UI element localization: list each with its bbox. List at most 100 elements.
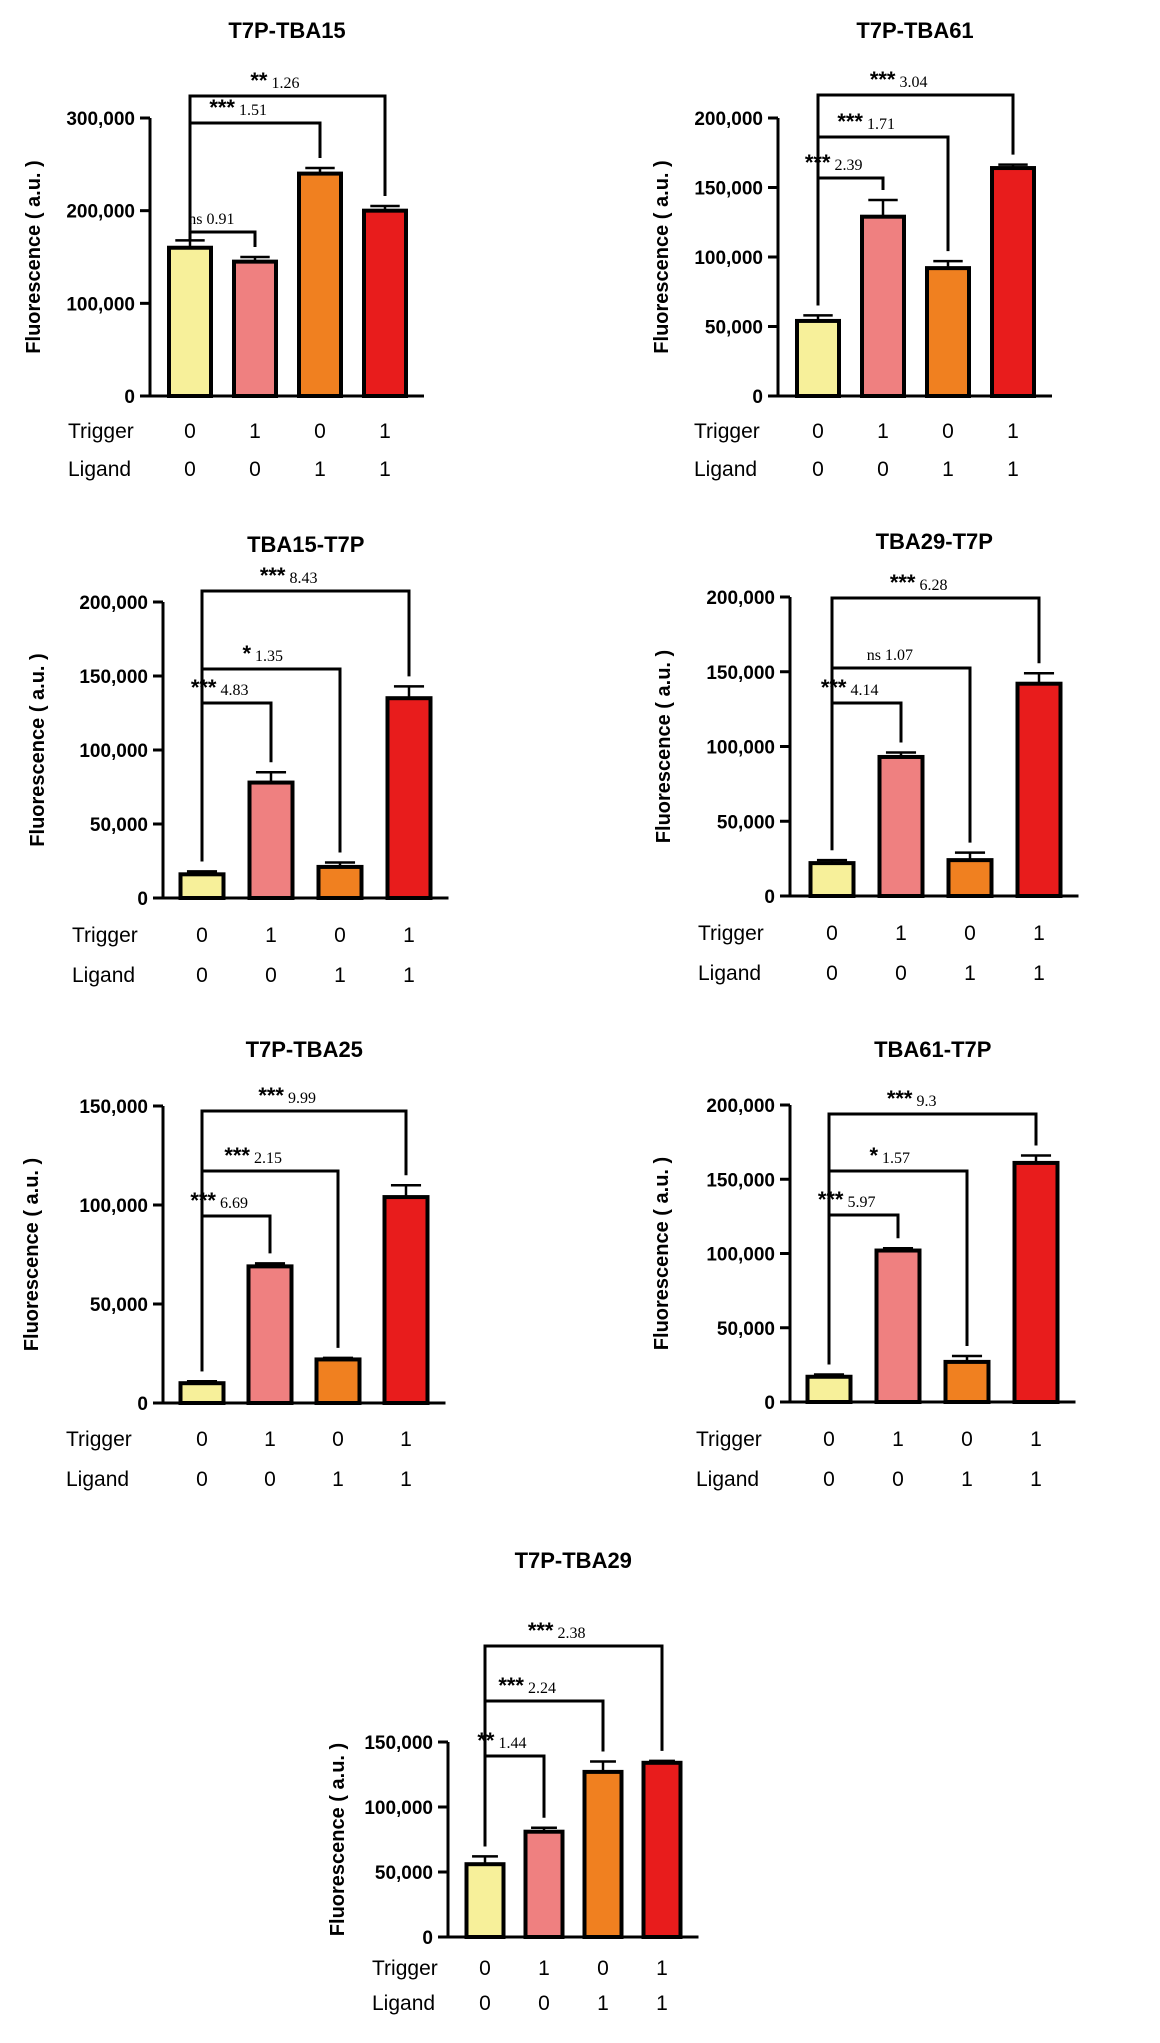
- trigger-value: 0: [184, 420, 196, 443]
- error-bar: [590, 1760, 616, 1772]
- bar: [860, 214, 906, 398]
- bar: [805, 1374, 853, 1405]
- ligand-value: 0: [479, 1992, 491, 2015]
- significance-bracket: ** 1.26: [188, 68, 387, 231]
- ligand-value: 0: [249, 458, 261, 481]
- error-bar: [322, 1356, 354, 1360]
- trigger-value: 0: [961, 1428, 973, 1451]
- ligand-value: 1: [597, 1992, 609, 2015]
- significance-stars: ***: [528, 1618, 554, 1643]
- trigger-value: 1: [400, 1428, 412, 1451]
- ligand-value: 0: [265, 964, 277, 987]
- bracket-line: [483, 1644, 664, 1847]
- y-tick-label: 0: [422, 1928, 433, 1949]
- trigger-value: 0: [479, 1957, 491, 1980]
- y-tick-label: 100,000: [694, 248, 763, 269]
- significance-stars: *: [869, 1143, 878, 1168]
- significance-stars: ***: [890, 570, 916, 595]
- y-axis-label: Fluorescence ( a.u. ): [651, 160, 673, 353]
- fold-change-label: 6.28: [920, 577, 948, 594]
- trigger-value: 1: [403, 924, 415, 947]
- bar: [178, 1381, 226, 1405]
- y-tick-label: 100,000: [79, 741, 148, 762]
- y-tick-label: 200,000: [694, 109, 763, 130]
- row-label-trigger: Trigger: [694, 420, 760, 443]
- y-tick-label: 0: [137, 889, 148, 910]
- ligand-value: 0: [184, 458, 196, 481]
- fold-change-label: 1.51: [239, 102, 267, 119]
- error-bar: [240, 255, 270, 262]
- ligand-value: 0: [538, 1992, 550, 2015]
- error-bar: [186, 870, 218, 875]
- trigger-value: 1: [379, 420, 391, 443]
- bar: [382, 1195, 430, 1405]
- significance-stars: ***: [209, 95, 235, 120]
- trigger-value: 1: [1030, 1428, 1042, 1451]
- bar: [946, 858, 994, 898]
- trigger-value: 1: [877, 420, 889, 443]
- trigger-value: 1: [895, 922, 907, 945]
- error-bar: [882, 1247, 914, 1251]
- significance-bracket: *** 6.28: [830, 570, 1041, 851]
- trigger-value: 1: [892, 1428, 904, 1451]
- error-bar: [472, 1855, 498, 1865]
- ligand-value: 0: [823, 1468, 835, 1491]
- significance-bracket: *** 4.14: [821, 675, 903, 851]
- error-bar: [954, 851, 986, 861]
- fold-change-label: 1.07: [885, 647, 913, 664]
- significance-stars: ***: [821, 675, 847, 700]
- row-label-trigger: Trigger: [698, 922, 764, 945]
- ligand-value: 0: [826, 962, 838, 985]
- error-bar: [390, 1183, 422, 1198]
- trigger-value: 1: [264, 1428, 276, 1451]
- bar: [582, 1769, 624, 1940]
- ligand-value: 1: [334, 964, 346, 987]
- bracket-line: [830, 596, 1041, 851]
- error-bar: [649, 1759, 675, 1763]
- row-label-trigger: Trigger: [372, 1957, 438, 1980]
- ligand-value: 0: [895, 962, 907, 985]
- y-axis-label: Fluorescence ( a.u. ): [21, 1158, 43, 1351]
- bar: [877, 754, 925, 899]
- ligand-value: 0: [264, 1468, 276, 1491]
- y-tick-label: 50,000: [717, 1319, 775, 1340]
- significance-stars: **: [250, 68, 268, 93]
- y-tick-label: 200,000: [706, 588, 775, 609]
- fold-change-label: 9.3: [917, 1093, 937, 1110]
- fold-change-label: 8.43: [290, 570, 318, 587]
- fold-change-label: 0.91: [207, 211, 235, 228]
- trigger-value: 1: [1033, 922, 1045, 945]
- fold-change-label: 1.44: [499, 1735, 527, 1752]
- bracket-line: [200, 1109, 408, 1372]
- error-bar: [324, 861, 356, 867]
- bar: [362, 208, 408, 398]
- y-tick-label: 50,000: [705, 318, 763, 339]
- row-label-trigger: Trigger: [68, 420, 134, 443]
- panel-title: T7P-TBA25: [246, 1037, 363, 1062]
- y-axis-label: Fluorescence ( a.u. ): [23, 160, 45, 353]
- trigger-value: 0: [823, 1428, 835, 1451]
- ligand-value: 1: [379, 458, 391, 481]
- significance-stars: ***: [260, 563, 286, 588]
- error-bar: [998, 163, 1028, 169]
- row-label-ligand: Ligand: [68, 458, 131, 481]
- fold-change-label: 2.38: [558, 1625, 586, 1642]
- ligand-value: 1: [656, 1992, 668, 2015]
- ligand-value: 1: [314, 458, 326, 481]
- panel-title: T7P-TBA61: [856, 18, 973, 43]
- bar: [385, 696, 433, 901]
- y-tick-label: 100,000: [79, 1196, 148, 1217]
- y-tick-label: 100,000: [66, 294, 135, 315]
- significance-bracket: *** 4.83: [191, 675, 273, 862]
- bar: [247, 780, 295, 900]
- trigger-value: 1: [1007, 420, 1019, 443]
- bar: [523, 1829, 565, 1939]
- ligand-value: 0: [877, 458, 889, 481]
- fold-change-label: 1.26: [272, 75, 300, 92]
- ligand-value: 1: [961, 1468, 973, 1491]
- fold-change-label: 5.97: [848, 1194, 876, 1211]
- panel-title: T7P-TBA29: [515, 1548, 632, 1573]
- error-bar: [255, 770, 287, 783]
